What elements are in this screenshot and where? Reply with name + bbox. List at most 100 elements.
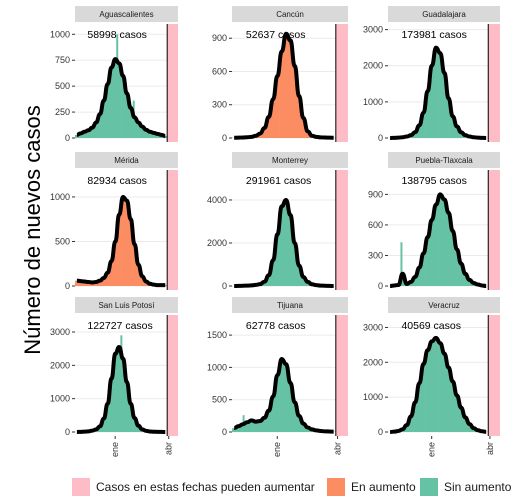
y-tick-label: 0 xyxy=(65,281,70,291)
x-tick-label: ene xyxy=(272,442,282,457)
case-bar xyxy=(429,65,435,138)
case-bar xyxy=(257,421,263,432)
facet-strip xyxy=(388,6,500,22)
y-tick-label: 250 xyxy=(55,107,70,117)
case-bar xyxy=(408,281,414,286)
y-tick-label: 2000 xyxy=(50,360,70,370)
facet-strip xyxy=(232,297,348,313)
total-cases-label: 138795 casos xyxy=(401,175,466,187)
y-tick-label: 2000 xyxy=(363,357,383,367)
trend-line xyxy=(390,192,487,288)
case-bar xyxy=(292,242,298,286)
case-bar xyxy=(266,116,272,138)
case-bar xyxy=(98,280,103,286)
case-bar xyxy=(257,133,263,138)
case-bar xyxy=(425,91,431,138)
y-tick-label: 1000 xyxy=(50,394,70,404)
case-bar xyxy=(270,396,276,432)
facet-strip xyxy=(388,152,500,168)
y-tick-label: 2000 xyxy=(207,238,227,248)
case-bar xyxy=(113,353,118,432)
pending-band xyxy=(488,24,500,142)
y-tick-label: 500 xyxy=(55,236,70,246)
chart-legend: Casos en estas fechas pueden aumentar En … xyxy=(72,478,512,496)
case-bar xyxy=(128,219,133,286)
y-tick-label: 2000 xyxy=(363,61,383,71)
case-bar xyxy=(283,364,289,432)
y-tick-label: 1000 xyxy=(50,29,70,39)
y-tick-label: 0 xyxy=(378,281,383,291)
case-bar xyxy=(442,353,447,432)
total-cases-label: 291961 casos xyxy=(246,175,311,187)
case-bar xyxy=(301,423,306,432)
case-bar xyxy=(124,93,130,138)
case-bar xyxy=(86,130,91,138)
case-bar xyxy=(236,426,241,432)
case-bar xyxy=(450,116,456,138)
case-bar xyxy=(113,59,118,139)
y-tick-label: 0 xyxy=(65,427,70,437)
case-bar xyxy=(98,426,103,432)
case-bar xyxy=(446,367,451,432)
y-axis-label: Número de nuevos casos xyxy=(20,105,45,354)
case-bar xyxy=(86,281,91,286)
case-bar xyxy=(132,244,137,286)
case-bar xyxy=(117,63,122,139)
case-bar xyxy=(429,219,435,286)
case-bar xyxy=(117,214,122,286)
facet-panels: Aguascalientes 0 250 500 750 1000 58998 casos C… xyxy=(50,6,500,457)
case-bar xyxy=(82,131,87,138)
legend-swatch xyxy=(420,478,438,496)
case-spike-bar xyxy=(120,335,123,432)
case-bar xyxy=(101,100,107,138)
case-bar xyxy=(105,272,110,286)
case-bar xyxy=(121,196,126,286)
y-tick-label: 4000 xyxy=(207,195,227,205)
y-tick-label: 1000 xyxy=(50,192,70,202)
case-bar xyxy=(75,280,80,286)
case-bar xyxy=(244,422,250,432)
legend-item: En aumento xyxy=(327,478,416,496)
facet-strip-label: Puebla-Tlaxcala xyxy=(415,156,473,165)
case-bar xyxy=(429,341,435,432)
case-bar xyxy=(279,358,285,432)
case-bar xyxy=(253,421,259,432)
y-tick-label: 3000 xyxy=(363,322,383,332)
facet-panel: Cancún 0 300 600 900 52637 casos xyxy=(212,6,348,143)
case-bar xyxy=(446,212,451,286)
case-bar xyxy=(155,133,160,138)
case-bar xyxy=(400,273,406,286)
case-bar xyxy=(454,249,460,286)
facet-panel: Veracruz 0 1000 2000 3000 40569 casos ene abr xyxy=(363,297,500,457)
trend-line xyxy=(76,57,166,138)
case-bar xyxy=(144,281,149,286)
case-bar xyxy=(417,267,422,286)
case-bar xyxy=(450,381,456,432)
case-bar xyxy=(459,407,464,432)
y-tick-label: 750 xyxy=(55,55,70,65)
case-bar xyxy=(421,112,426,138)
case-bar xyxy=(425,350,431,432)
y-tick-label: 0 xyxy=(65,133,70,143)
case-bar xyxy=(128,107,133,138)
case-bar xyxy=(163,135,168,138)
total-cases-label: 173981 casos xyxy=(401,29,466,41)
case-bar xyxy=(124,200,130,286)
case-bar xyxy=(292,402,298,432)
case-bar xyxy=(113,241,118,286)
case-bar xyxy=(433,204,439,286)
facet-strip xyxy=(75,297,178,313)
case-bar xyxy=(136,425,141,432)
total-cases-label: 52637 casos xyxy=(246,29,306,41)
trend-line xyxy=(76,345,166,434)
case-bar xyxy=(450,231,456,286)
case-bar xyxy=(296,265,302,286)
case-bar xyxy=(413,276,418,286)
total-cases-label: 122727 casos xyxy=(87,320,152,332)
legend-swatch xyxy=(72,478,90,496)
case-bar xyxy=(109,261,114,286)
case-bar xyxy=(147,131,153,138)
case-bar xyxy=(163,285,168,286)
case-bar xyxy=(301,118,306,138)
case-bar xyxy=(442,72,447,138)
